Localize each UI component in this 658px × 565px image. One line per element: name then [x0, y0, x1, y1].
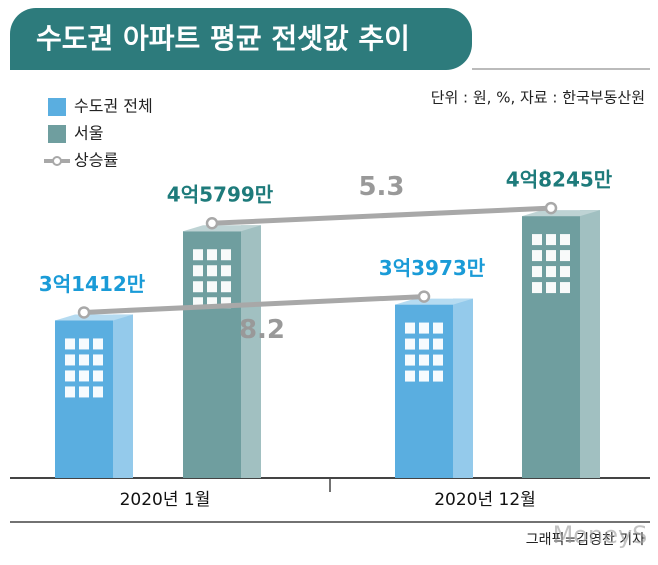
window	[560, 250, 570, 262]
window	[433, 354, 443, 366]
building	[55, 314, 133, 478]
window	[419, 370, 429, 382]
chart-title: 수도권 아파트 평균 전셋값 추이	[36, 22, 410, 55]
legend-dot	[52, 156, 62, 166]
building	[522, 210, 600, 478]
bar-side	[241, 225, 261, 478]
window	[405, 322, 415, 334]
window	[93, 354, 103, 366]
legend-swatch	[48, 125, 66, 143]
window	[193, 281, 203, 293]
watermark: MoneyS	[553, 521, 648, 549]
bar-side	[113, 314, 133, 478]
growth-dot	[77, 306, 91, 319]
window	[65, 386, 75, 398]
window	[193, 249, 203, 261]
window	[193, 297, 203, 309]
window	[532, 282, 542, 294]
window	[93, 338, 103, 350]
bar-roof	[183, 225, 261, 232]
window	[560, 266, 570, 278]
growth-line	[83, 294, 425, 315]
window	[221, 281, 231, 293]
bar-roof	[522, 210, 600, 217]
value-label: 4억5799만	[167, 183, 274, 207]
window	[419, 338, 429, 350]
window	[79, 338, 89, 350]
window	[207, 281, 217, 293]
building	[183, 225, 261, 478]
growth-line	[211, 205, 552, 226]
window	[419, 354, 429, 366]
window	[546, 250, 556, 262]
window	[560, 282, 570, 294]
window	[546, 266, 556, 278]
growth-dot	[205, 216, 219, 230]
bar-side	[580, 210, 600, 478]
bar-roof	[395, 298, 473, 305]
window	[419, 322, 429, 334]
window	[207, 249, 217, 261]
credit: 그래픽=김영찬 기자	[526, 532, 645, 548]
legend-label: 상승률	[74, 151, 118, 170]
window	[65, 370, 75, 382]
window	[433, 322, 443, 334]
x-tick-label: 2020년 12월	[434, 490, 536, 510]
value-label: 3억3973만	[379, 256, 486, 280]
window	[207, 265, 217, 277]
window	[532, 234, 542, 246]
value-label: 4억8245만	[506, 168, 613, 192]
title-banner-corner	[10, 40, 50, 70]
window	[79, 370, 89, 382]
building	[395, 298, 473, 478]
window	[193, 265, 203, 277]
value-label: 3억1412만	[39, 272, 146, 296]
window	[433, 370, 443, 382]
window	[221, 297, 231, 309]
window	[207, 297, 217, 309]
window	[546, 282, 556, 294]
growth-dot	[544, 201, 558, 215]
window	[65, 354, 75, 366]
window	[532, 250, 542, 262]
window	[405, 354, 415, 366]
x-tick-label: 2020년 1월	[120, 490, 211, 510]
window	[93, 370, 103, 382]
window	[221, 249, 231, 261]
window	[221, 265, 231, 277]
bar-roof	[55, 314, 133, 321]
note: 단위 : 원, %, 자료 : 한국부동산원	[431, 89, 645, 107]
legend-label: 수도권 전체	[74, 97, 153, 116]
window	[79, 354, 89, 366]
legend-label: 서울	[74, 124, 103, 143]
window	[433, 338, 443, 350]
window	[79, 386, 89, 398]
window	[560, 234, 570, 246]
growth-dot	[417, 290, 431, 303]
bar-side	[453, 298, 473, 478]
window	[405, 338, 415, 350]
legend-swatch	[48, 98, 66, 116]
window	[546, 234, 556, 246]
window	[405, 370, 415, 382]
growth-label: 8.2	[239, 315, 285, 345]
growth-label: 5.3	[358, 172, 404, 202]
title-banner	[10, 8, 472, 70]
window	[532, 266, 542, 278]
window	[65, 338, 75, 350]
window	[93, 386, 103, 398]
